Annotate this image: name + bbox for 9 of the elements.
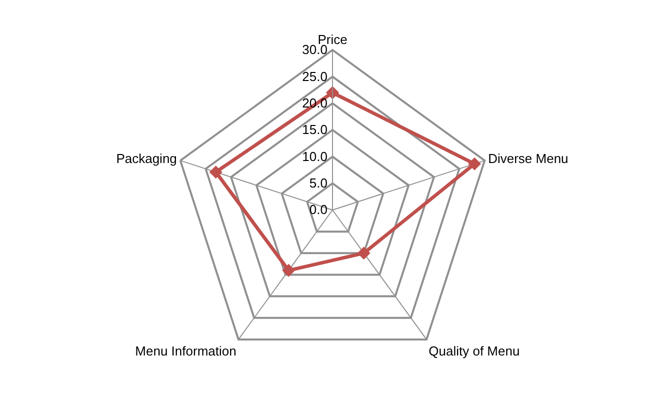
spoke-label: Packaging xyxy=(116,150,177,166)
y-tick-label: 0.0 xyxy=(309,202,328,218)
y-tick-label: 5.0 xyxy=(309,176,328,191)
spoke-label: Diverse Menu xyxy=(488,150,568,166)
spoke-label: Quality of Menu xyxy=(428,344,520,359)
spoke-label: Menu Information xyxy=(135,344,236,359)
y-tick-label: 25.0 xyxy=(302,68,328,84)
y-tick-label: 15.0 xyxy=(302,122,328,138)
y-tick-label: 10.0 xyxy=(302,148,328,164)
